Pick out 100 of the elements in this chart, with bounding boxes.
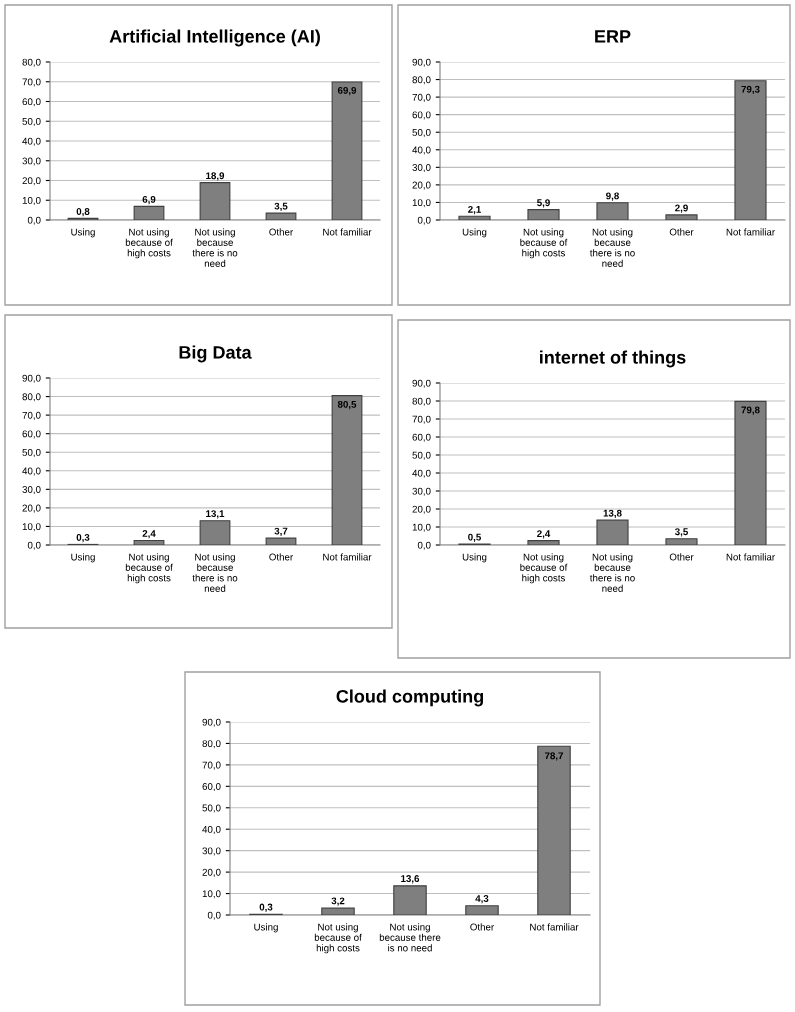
data-label: 0,3	[259, 903, 273, 912]
y-tick-label: 10,0	[412, 199, 431, 208]
data-label: 4,3	[475, 895, 489, 904]
x-tick-label: Other	[269, 553, 293, 561]
chart-title: ERP	[595, 30, 631, 43]
y-tick-label: 20,0	[412, 505, 431, 514]
y-tick-label: 50,0	[412, 451, 431, 460]
y-tick-label: 10,0	[202, 890, 221, 899]
y-tick-label: 50,0	[412, 128, 431, 137]
y-tick-label: 70,0	[202, 761, 221, 770]
data-label: 2,1	[468, 205, 481, 215]
data-label: 0,5	[468, 533, 481, 542]
y-tick-label: 50,0	[22, 448, 41, 457]
x-tick-label: Not using because there is no need	[589, 228, 635, 267]
x-tick-label: Not using because there is no need	[589, 553, 635, 592]
y-tick-label: 80,0	[202, 740, 221, 749]
y-tick-label: 60,0	[22, 98, 41, 107]
x-tick-label: Not familiar	[530, 923, 579, 931]
x-tick-label: Other	[470, 923, 494, 931]
y-tick-label: 40,0	[412, 146, 431, 155]
data-label: 13,1	[206, 510, 225, 519]
x-tick-label: Not familiar	[726, 228, 775, 236]
y-tick-label: 20,0	[22, 504, 41, 513]
y-tick-label: 30,0	[22, 486, 41, 495]
x-tick-label: Not familiar	[726, 553, 775, 561]
x-tick-label: Not using because there is no need	[379, 923, 441, 952]
data-label: 3,5	[274, 202, 288, 211]
y-tick-label: 0,0	[417, 216, 431, 225]
x-tick-label: Not familiar	[323, 553, 372, 561]
x-tick-label: Other	[269, 228, 293, 236]
data-label: 9,8	[606, 192, 619, 201]
y-tick-label: 80,0	[22, 393, 41, 402]
data-label: 2,4	[537, 530, 551, 539]
data-label: 79,3	[741, 85, 760, 95]
y-tick-label: 10,0	[412, 523, 431, 532]
data-label: 3,7	[274, 527, 288, 536]
y-tick-label: 0,0	[207, 911, 221, 920]
y-tick-label: 50,0	[202, 804, 221, 813]
x-tick-label: Not using because of high costs	[125, 553, 173, 584]
y-tick-label: 70,0	[412, 93, 431, 102]
y-tick-label: 80,0	[22, 58, 41, 67]
y-tick-label: 30,0	[22, 157, 41, 166]
y-tick-label: 40,0	[412, 469, 431, 478]
data-label: 0,3	[76, 533, 90, 543]
chart-title: internet of things	[540, 350, 686, 368]
x-tick-label: Not using because of high costs	[314, 923, 362, 954]
y-tick-label: 0,0	[417, 541, 431, 550]
x-tick-label: Using	[462, 553, 487, 563]
chart-title: Artificial Intelligence (AI)	[109, 29, 320, 47]
y-tick-label: 30,0	[202, 847, 221, 856]
x-tick-label: Not using because of high costs	[520, 228, 568, 259]
data-label: 6,9	[142, 195, 156, 205]
y-tick-label: 10,0	[22, 523, 41, 532]
y-tick-label: 0,0	[27, 541, 41, 550]
data-label: 2,9	[675, 204, 688, 213]
data-label: 5,9	[537, 199, 550, 208]
x-tick-label: Not using because of high costs	[125, 228, 173, 259]
x-tick-label: Not using because of high costs	[520, 553, 568, 584]
data-label: 80,5	[337, 400, 357, 410]
y-tick-label: 20,0	[22, 177, 41, 186]
data-label: 79,8	[741, 406, 760, 415]
y-tick-label: 50,0	[22, 117, 41, 127]
y-tick-label: 90,0	[202, 718, 221, 727]
y-tick-label: 30,0	[412, 487, 431, 496]
y-tick-label: 70,0	[412, 415, 431, 424]
y-tick-label: 70,0	[22, 411, 41, 420]
y-tick-label: 20,0	[202, 868, 221, 877]
data-label: 13,6	[401, 875, 420, 884]
x-tick-label: Not using because there is no need	[192, 228, 238, 267]
y-tick-label: 40,0	[202, 825, 221, 834]
y-tick-label: 60,0	[22, 430, 41, 439]
x-tick-label: Not using because there is no need	[192, 553, 238, 592]
y-tick-label: 30,0	[412, 164, 431, 173]
y-tick-label: 90,0	[412, 379, 431, 388]
y-tick-label: 0,0	[27, 216, 41, 225]
y-tick-label: 90,0	[412, 58, 431, 67]
x-tick-label: Not familiar	[323, 228, 372, 236]
y-tick-label: 10,0	[22, 196, 41, 206]
y-tick-label: 60,0	[202, 783, 221, 792]
data-label: 3,5	[674, 528, 688, 537]
chart-title: Big Data	[179, 345, 252, 363]
data-label: 3,2	[331, 897, 345, 906]
y-tick-label: 90,0	[22, 374, 41, 383]
data-label: 18,9	[206, 172, 225, 181]
chart-title: Cloud computing	[336, 689, 484, 707]
x-tick-label: Using	[71, 553, 95, 563]
data-label: 2,4	[142, 530, 156, 539]
data-label: 69,9	[337, 86, 357, 96]
y-tick-label: 70,0	[22, 78, 41, 87]
data-label: 13,8	[603, 509, 622, 519]
x-tick-label: Using	[71, 228, 95, 238]
data-label: 78,7	[544, 752, 564, 761]
y-tick-label: 20,0	[412, 181, 431, 190]
x-tick-label: Other	[669, 228, 694, 236]
y-tick-label: 40,0	[22, 467, 41, 476]
y-tick-label: 80,0	[412, 76, 431, 85]
x-tick-label: Other	[669, 553, 694, 561]
data-label: 0,8	[76, 208, 90, 217]
x-tick-label: Using	[462, 228, 487, 238]
y-tick-label: 80,0	[412, 397, 431, 406]
